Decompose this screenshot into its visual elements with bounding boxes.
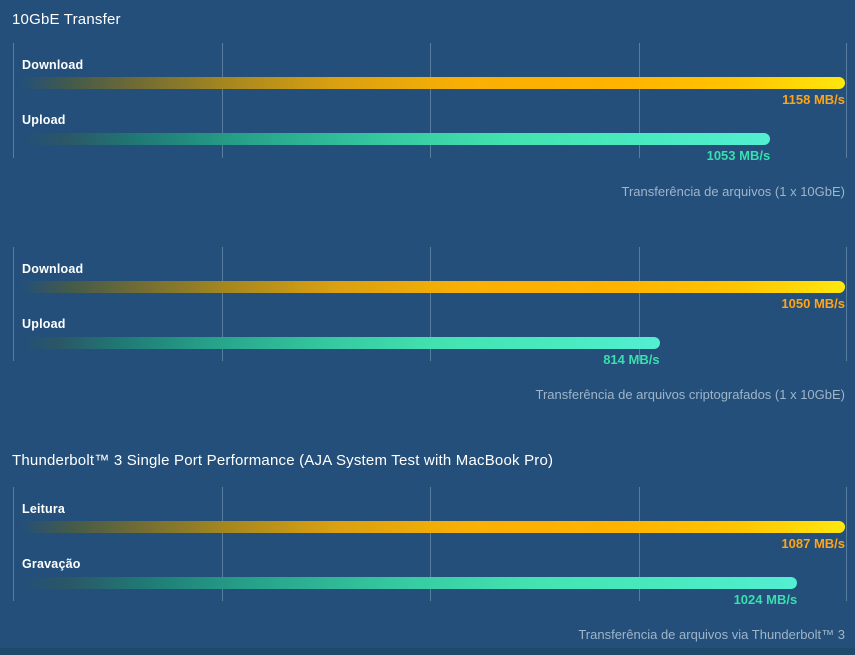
plot-area: Leitura 1087 MB/s Gravação 1024 MB/s	[20, 487, 845, 607]
section-title-10gbe: 10GbE Transfer	[12, 11, 121, 28]
gridline	[430, 487, 431, 601]
bar-label-upload: Upload	[22, 317, 66, 331]
bar-value-upload: 814 MB/s	[603, 352, 660, 367]
bar-label-write: Gravação	[22, 557, 81, 571]
chart-thunderbolt3: Leitura 1087 MB/s Gravação 1024 MB/s	[13, 487, 847, 607]
chart-caption-thunderbolt: Transferência de arquivos via Thunderbol…	[578, 627, 845, 642]
chart-caption-encrypted-transfer: Transferência de arquivos criptografados…	[535, 387, 845, 402]
gridline	[638, 247, 640, 361]
gridline	[638, 43, 640, 158]
footer-strip	[0, 648, 855, 655]
bar-upload	[20, 337, 660, 349]
gridline	[638, 487, 640, 601]
bar-label-download: Download	[22, 262, 84, 276]
plot-area: Download 1158 MB/s Upload 1053 MB/s	[20, 43, 845, 163]
section-title-thunderbolt: Thunderbolt™ 3 Single Port Performance (…	[12, 452, 554, 469]
chart-caption-file-transfer: Transferência de arquivos (1 x 10GbE)	[621, 184, 845, 199]
bar-value-download: 1050 MB/s	[781, 296, 845, 311]
bar-download	[20, 281, 845, 293]
bar-value-write: 1024 MB/s	[733, 592, 798, 607]
chart-encrypted-transfer-10gbe: Download 1050 MB/s Upload 814 MB/s	[13, 247, 847, 367]
bar-value-upload: 1053 MB/s	[706, 148, 771, 163]
gridline	[13, 487, 14, 601]
gridline	[846, 487, 847, 601]
gridline	[430, 43, 431, 158]
bar-download	[20, 77, 845, 89]
gridline	[846, 43, 847, 158]
bar-label-download: Download	[22, 58, 84, 72]
gridline	[430, 247, 431, 361]
bar-label-read: Leitura	[22, 502, 66, 516]
bar-value-read: 1087 MB/s	[781, 536, 845, 551]
bar-write	[20, 577, 798, 589]
gridline	[221, 487, 223, 601]
plot-area: Download 1050 MB/s Upload 814 MB/s	[20, 247, 845, 367]
gridline	[221, 43, 223, 158]
bar-read	[20, 521, 845, 533]
gridline	[13, 43, 14, 158]
bar-label-upload: Upload	[22, 113, 66, 127]
chart-file-transfer-10gbe: Download 1158 MB/s Upload 1053 MB/s	[13, 43, 847, 163]
bar-value-download: 1158 MB/s	[782, 92, 845, 107]
bar-upload	[20, 133, 771, 145]
gridline	[13, 247, 14, 361]
gridline	[221, 247, 223, 361]
gridline	[846, 247, 847, 361]
